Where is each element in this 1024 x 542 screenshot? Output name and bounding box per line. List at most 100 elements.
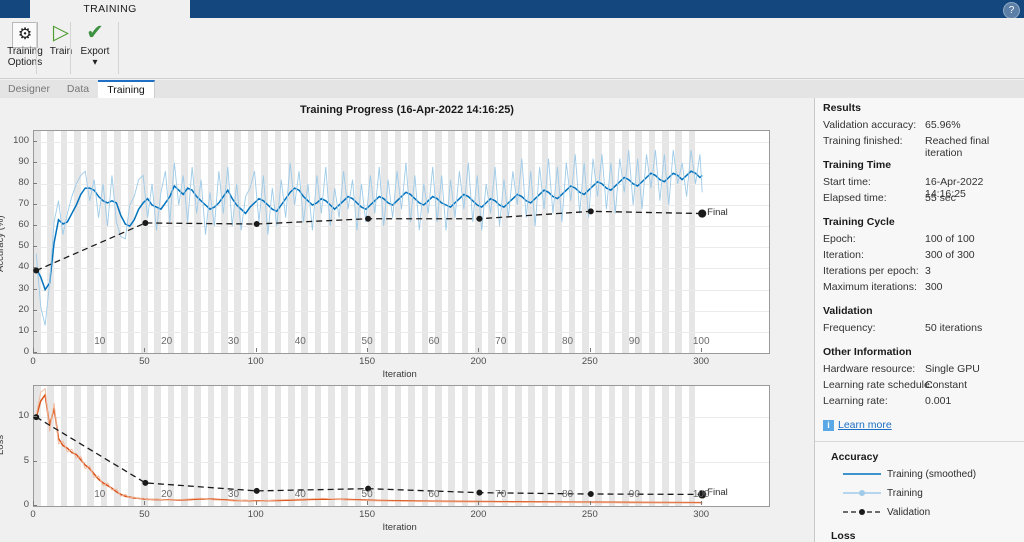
x-axis-tick-mark — [478, 348, 480, 352]
export-button[interactable]: ✔ Export ▾ — [72, 20, 118, 68]
epoch-band — [555, 386, 562, 506]
help-circle-icon[interactable]: ? — [1003, 2, 1020, 19]
final-marker-label: Final — [707, 487, 728, 499]
epoch-band — [381, 386, 389, 506]
epoch-tick-label: 40 — [294, 336, 306, 347]
chevron-down-icon[interactable]: ▾ — [92, 57, 98, 68]
x-axis-label: Iteration — [382, 369, 417, 380]
y-axis-tick-label: 60 — [18, 219, 29, 231]
epoch-band — [234, 386, 242, 506]
training-options-button[interactable]: ⚙ Training Options — [2, 20, 48, 68]
field-label: Validation accuracy: — [823, 119, 917, 131]
epoch-band — [568, 131, 576, 353]
epoch-band — [475, 131, 482, 353]
x-axis-tick-mark — [701, 348, 703, 352]
section-heading-validation: Validation — [823, 305, 873, 317]
chart-title: Training Progress (16-Apr-2022 14:16:25) — [300, 104, 514, 116]
epoch-tick-label: 70 — [495, 489, 507, 500]
legend-label: Training (smoothed) — [887, 469, 977, 480]
plot-canvas: Training Progress (16-Apr-2022 14:16:25)… — [0, 98, 814, 542]
epoch-tick-label: 40 — [294, 489, 306, 500]
epoch-band — [140, 131, 148, 353]
epoch-band — [608, 131, 616, 353]
y-axis-tick-mark — [33, 267, 37, 269]
section-heading-training-time: Training Time — [823, 159, 892, 171]
x-axis-iteration-tick-label: 0 — [30, 356, 36, 367]
epoch-band — [381, 131, 389, 353]
epoch-band — [662, 131, 669, 353]
epoch-band — [528, 131, 536, 353]
epoch-band — [555, 131, 562, 353]
epoch-band — [74, 386, 81, 506]
series-layer — [33, 149, 707, 326]
gridline — [34, 247, 769, 249]
epoch-band — [354, 131, 362, 353]
x-axis-iteration-tick-label: 100 — [247, 509, 264, 520]
train-label: Train — [49, 46, 73, 57]
y-axis-tick-label: 5 — [23, 454, 29, 466]
accuracy-chart — [33, 130, 770, 354]
epoch-band — [100, 386, 108, 506]
epoch-band — [675, 131, 683, 353]
field-value: 0.001 — [925, 395, 952, 407]
epoch-band — [515, 131, 522, 353]
validation-marker — [253, 221, 260, 228]
epoch-band — [207, 131, 215, 353]
epoch-band — [287, 386, 295, 506]
field-label: Learning rate: — [823, 395, 888, 407]
epoch-band — [408, 386, 415, 506]
learn-more-link[interactable]: Learn more — [838, 419, 892, 431]
plot-background — [34, 131, 769, 353]
field-label: Maximum iterations: — [823, 281, 917, 293]
results-panel: Results Validation accuracy: 65.96% Trainin… — [814, 98, 1024, 542]
legend-label: Validation — [887, 507, 931, 518]
plot-background — [34, 386, 769, 506]
gridline — [34, 417, 769, 419]
epoch-band — [368, 386, 375, 506]
validation-marker — [142, 219, 149, 226]
field-value: Reached final iteration — [925, 135, 990, 159]
y-axis-tick-label: 40 — [18, 261, 29, 273]
epoch-band — [341, 131, 349, 353]
document-tab-bar: Designer Data Training — [0, 80, 1024, 100]
field-value: 300 — [925, 281, 943, 293]
train-button[interactable]: ▷ Train — [38, 20, 84, 57]
legend-heading-accuracy: Accuracy — [831, 451, 879, 463]
y-axis-tick-mark — [33, 352, 37, 353]
y-axis-tick-mark — [33, 330, 37, 332]
epoch-band — [635, 131, 643, 353]
epoch-band — [622, 131, 629, 353]
epoch-band — [461, 386, 469, 506]
epoch-band — [675, 386, 683, 506]
tab-designer[interactable]: Designer — [0, 80, 59, 98]
tab-training[interactable]: Training — [98, 80, 155, 100]
epoch-tick-label: 60 — [428, 489, 440, 500]
epoch-band — [635, 386, 643, 506]
tab-data[interactable]: Data — [58, 80, 99, 98]
epoch-band — [368, 131, 375, 353]
y-axis-label: Loss — [0, 435, 6, 456]
y-axis-tick-label: 100 — [13, 134, 29, 146]
epoch-band — [221, 131, 228, 353]
epoch-band — [247, 386, 255, 506]
epoch-band — [448, 386, 455, 506]
legend-swatch — [843, 509, 881, 515]
epoch-band — [234, 131, 242, 353]
epoch-band — [394, 131, 402, 353]
epoch-band — [501, 386, 509, 506]
ribbon-tab-training[interactable]: TRAINING — [30, 0, 190, 18]
play-triangle-icon: ▷ — [52, 21, 70, 44]
x-axis-tick-mark — [478, 501, 480, 505]
x-axis-iteration-tick-label: 50 — [139, 509, 150, 520]
epoch-band — [314, 131, 322, 353]
section-heading-other-information: Other Information — [823, 346, 912, 358]
validation-marker — [253, 487, 260, 494]
epoch-tick-label: 50 — [361, 489, 373, 500]
validation-marker — [365, 215, 372, 222]
validation-marker — [33, 267, 40, 274]
field-value: Single GPU — [925, 363, 980, 375]
epoch-band — [87, 131, 95, 353]
epoch-band — [421, 386, 429, 506]
epoch-band — [127, 386, 135, 506]
